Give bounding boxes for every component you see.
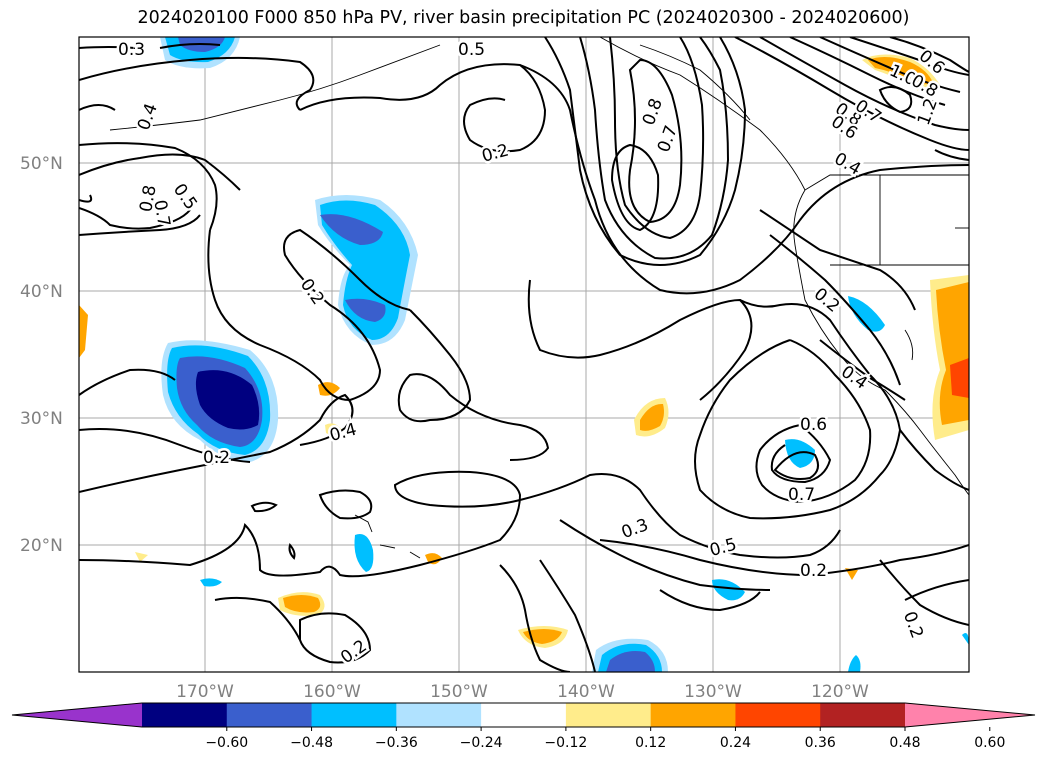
colorbar-tick-label: 0.48 bbox=[889, 735, 920, 751]
colorbar-swatch bbox=[565, 703, 652, 727]
precip-shading bbox=[79, 37, 969, 672]
colorbar-tick-label: 0.24 bbox=[720, 735, 751, 751]
colorbar-tick-label: −0.24 bbox=[460, 735, 503, 751]
colorbar-tick-label: −0.48 bbox=[290, 735, 333, 751]
colorbar-swatch bbox=[311, 703, 397, 727]
colorbar-tick-label: 0.60 bbox=[974, 735, 1005, 751]
lon-label: 120°W bbox=[811, 682, 869, 702]
colorbar-swatch bbox=[396, 703, 482, 727]
colorbar-tick-label: 0.36 bbox=[805, 735, 836, 751]
colorbar-swatch bbox=[142, 703, 228, 727]
coastlines bbox=[109, 37, 969, 559]
colorbar-tick-label: −0.12 bbox=[544, 735, 587, 751]
lat-label: 50°N bbox=[20, 154, 63, 174]
contour-label: 0.6 bbox=[800, 415, 827, 435]
pv-contours bbox=[79, 37, 969, 672]
colorbar-outline bbox=[11, 702, 1036, 728]
colorbar-swatch bbox=[226, 703, 313, 727]
lon-label: 170°W bbox=[176, 682, 234, 702]
colorbar-tick-label: −0.36 bbox=[375, 735, 418, 751]
map-title: 2024020100 F000 850 hPa PV, river basin … bbox=[137, 8, 910, 28]
colorbar-extend-low bbox=[12, 703, 142, 727]
contour-label: 0.5 bbox=[458, 40, 485, 60]
lon-label: 140°W bbox=[557, 682, 615, 702]
contour-label: 0.2 bbox=[203, 448, 230, 468]
contour-label: 0.7 bbox=[788, 485, 815, 505]
colorbar-swatch bbox=[481, 703, 567, 727]
colorbar-extend-high bbox=[905, 703, 1035, 727]
lon-label: 160°W bbox=[303, 682, 361, 702]
contour-label: 0.2 bbox=[800, 561, 827, 581]
colorbar-tick-label: 0.12 bbox=[635, 735, 666, 751]
colorbar-swatch bbox=[820, 703, 906, 727]
colorbar-tick-label: −0.60 bbox=[205, 735, 248, 751]
latitude-labels: 50°N 40°N 30°N 20°N bbox=[20, 154, 63, 556]
lon-label: 130°W bbox=[684, 682, 742, 702]
map-frame bbox=[78, 36, 970, 673]
colorbar: −0.60 −0.48 −0.36 −0.24 −0.12 0.12 0.24 0.36 0.4… bbox=[11, 702, 1036, 751]
lat-label: 20°N bbox=[20, 536, 63, 556]
lon-label: 150°W bbox=[430, 682, 488, 702]
longitude-labels: 170°W 160°W 150°W 140°W 130°W 120°W bbox=[176, 682, 869, 702]
lat-label: 40°N bbox=[20, 282, 63, 302]
colorbar-swatch bbox=[650, 703, 736, 727]
contour-label: 0.3 bbox=[118, 40, 145, 60]
lat-label: 30°N bbox=[20, 409, 63, 429]
colorbar-swatch bbox=[735, 703, 821, 727]
